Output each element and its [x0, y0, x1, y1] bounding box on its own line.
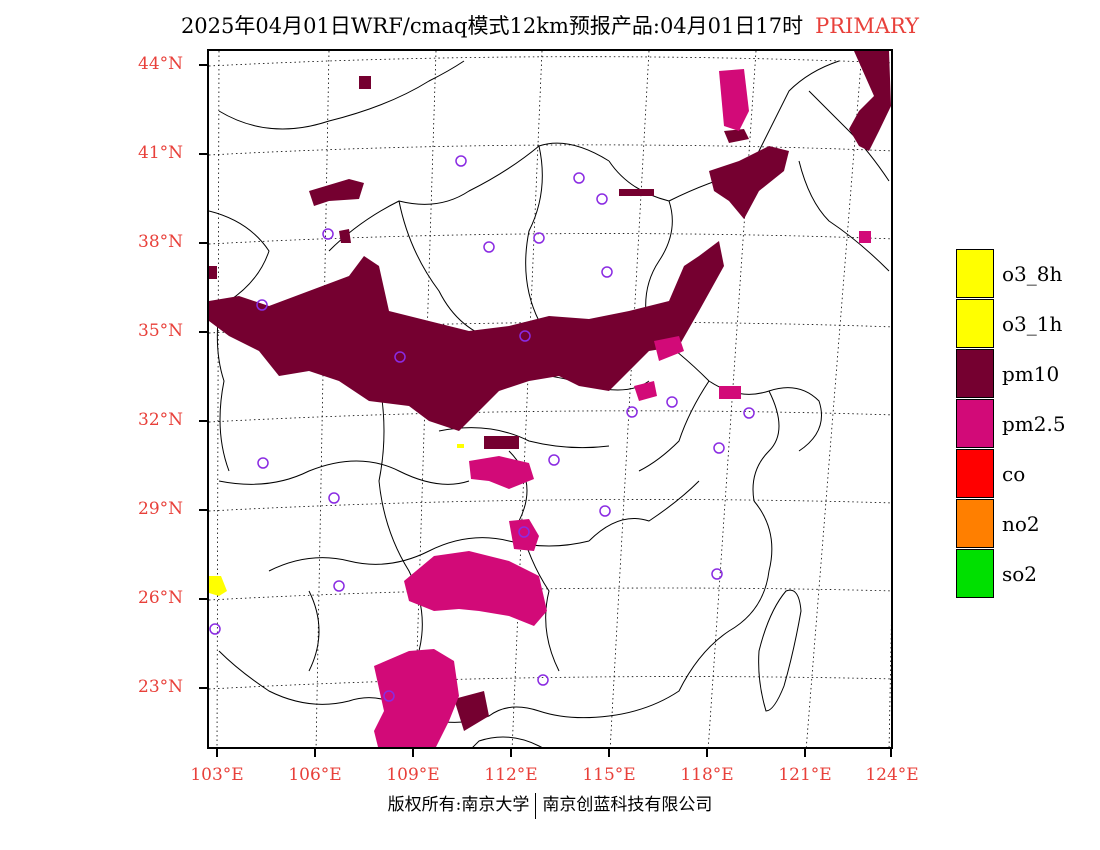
legend-swatch — [956, 249, 994, 298]
lon-tick — [314, 749, 316, 757]
lon-tick — [216, 749, 218, 757]
hainan-outline — [472, 736, 543, 747]
legend-swatch — [956, 299, 994, 348]
lon-label-106: 106°E — [288, 765, 342, 785]
lat-tick — [199, 64, 207, 66]
map-canvas — [209, 51, 891, 747]
lon-label-103: 103°E — [190, 765, 244, 785]
lon-tick — [510, 749, 512, 757]
lat-label-41: 41°N — [138, 143, 184, 163]
lat-label-35: 35°N — [138, 321, 184, 341]
lat-label-38: 38°N — [138, 232, 184, 252]
boundaries — [209, 60, 890, 723]
legend-label: pm2.5 — [1002, 412, 1066, 436]
footer-divider — [535, 792, 537, 819]
lon-tick — [890, 749, 892, 757]
pm10-areas — [209, 51, 891, 731]
lon-label-124: 124°E — [865, 765, 919, 785]
primary-pollutant-tag: PRIMARY — [815, 14, 920, 38]
station-markers — [209, 155, 755, 702]
legend-label: o3_8h — [1002, 262, 1063, 286]
pm25-areas — [374, 69, 871, 747]
legend-label: pm10 — [1002, 362, 1060, 386]
lat-label-32: 32°N — [138, 410, 184, 430]
lon-tick — [608, 749, 610, 757]
legend-label: o3_1h — [1002, 312, 1063, 336]
lon-tick — [412, 749, 414, 757]
lat-tick — [199, 242, 207, 244]
lat-tick — [199, 598, 207, 600]
forecast-map[interactable] — [207, 49, 893, 749]
legend-label: co — [1002, 462, 1026, 486]
lat-label-23: 23°N — [138, 677, 184, 697]
lat-label-26: 26°N — [138, 588, 184, 608]
lon-label-121: 121°E — [778, 765, 832, 785]
legend-label: no2 — [1002, 512, 1040, 536]
legend-swatch — [956, 399, 994, 448]
map-title: 2025年04月01日WRF/cmaq模式12km预报产品:04月01日17时 P… — [0, 10, 1100, 40]
copyright-owner: 版权所有:南京大学 — [387, 795, 530, 815]
o3-areas — [209, 444, 464, 596]
legend-swatch — [956, 499, 994, 548]
lat-tick — [199, 153, 207, 155]
lat-tick — [199, 420, 207, 422]
lon-tick — [804, 749, 806, 757]
graticule — [209, 51, 891, 747]
lat-label-29: 29°N — [138, 499, 184, 519]
title-text: 2025年04月01日WRF/cmaq模式12km预报产品:04月01日17时 — [180, 14, 804, 38]
lat-label-44: 44°N — [138, 54, 184, 74]
taiwan-outline — [758, 589, 802, 712]
copyright-company: 南京创蓝科技有限公司 — [542, 795, 713, 815]
lon-label-118: 118°E — [680, 765, 734, 785]
legend-label: so2 — [1002, 562, 1038, 586]
lon-tick — [706, 749, 708, 757]
lon-label-112: 112°E — [484, 765, 538, 785]
lat-tick — [199, 331, 207, 333]
lat-tick — [199, 687, 207, 689]
lat-tick — [199, 509, 207, 511]
legend-swatch — [956, 449, 994, 498]
lon-label-109: 109°E — [386, 765, 440, 785]
copyright-footer: 版权所有:南京大学 南京创蓝科技有限公司 — [0, 790, 1100, 819]
lon-label-115: 115°E — [582, 765, 636, 785]
legend-swatch — [956, 349, 994, 398]
legend-swatch — [956, 549, 994, 598]
